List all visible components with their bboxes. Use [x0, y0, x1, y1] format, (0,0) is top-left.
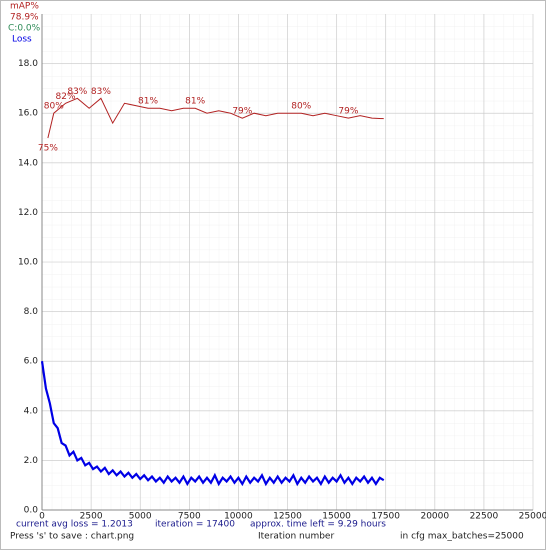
- save-hint: Press 's' to save : chart.png: [10, 532, 134, 542]
- y-tick-label: 2.0: [24, 456, 39, 466]
- x-tick-label: 5000: [129, 512, 152, 522]
- legend-map-value: 78.9%: [10, 13, 39, 23]
- max-batches: in cfg max_batches=25000: [400, 532, 524, 542]
- y-tick-label: 12.0: [18, 208, 38, 218]
- y-tick-label: 14.0: [18, 158, 38, 168]
- y-tick-label: 16.0: [18, 109, 38, 119]
- data-label: 81%: [185, 97, 205, 107]
- data-label: 83%: [91, 87, 111, 97]
- data-label: 83%: [67, 87, 87, 97]
- x-tick-label: 20000: [420, 512, 449, 522]
- y-tick-label: 0.0: [24, 506, 39, 516]
- x-tick-label: 17500: [371, 512, 400, 522]
- y-tick-label: 10.0: [18, 258, 38, 268]
- data-label: 75%: [38, 144, 58, 154]
- data-label: 80%: [291, 102, 311, 112]
- x-tick-label: 10000: [224, 512, 253, 522]
- x-tick-label: 0: [39, 512, 45, 522]
- legend-c: C:0.0%: [8, 24, 41, 34]
- y-tick-label: 8.0: [24, 307, 39, 317]
- time-left: approx. time left = 9.29 hours: [250, 520, 386, 530]
- y-tick-label: 4.0: [24, 406, 39, 416]
- data-label: 81%: [138, 97, 158, 107]
- x-tick-label: 7500: [178, 512, 201, 522]
- x-tick-label: 25000: [519, 512, 546, 522]
- y-tick-label: 6.0: [24, 357, 39, 367]
- data-label: 82%: [56, 92, 76, 102]
- x-tick-label: 2500: [80, 512, 103, 522]
- x-tick-label: 22500: [470, 512, 499, 522]
- series-line: [47, 97, 384, 139]
- x-axis-label: Iteration number: [258, 532, 334, 542]
- y-tick-label: 18.0: [18, 59, 38, 69]
- data-label: 80%: [44, 102, 64, 112]
- x-tick-label: 15000: [322, 512, 351, 522]
- legend-map: mAP%: [10, 2, 39, 12]
- series-line: [40, 361, 385, 487]
- iteration: iteration = 17400: [155, 520, 235, 530]
- data-label: 79%: [232, 107, 252, 117]
- avg-loss: current avg loss = 1.2013: [16, 520, 133, 530]
- x-tick-label: 12500: [273, 512, 302, 522]
- legend-loss: Loss: [12, 35, 32, 45]
- data-label: 79%: [338, 107, 358, 117]
